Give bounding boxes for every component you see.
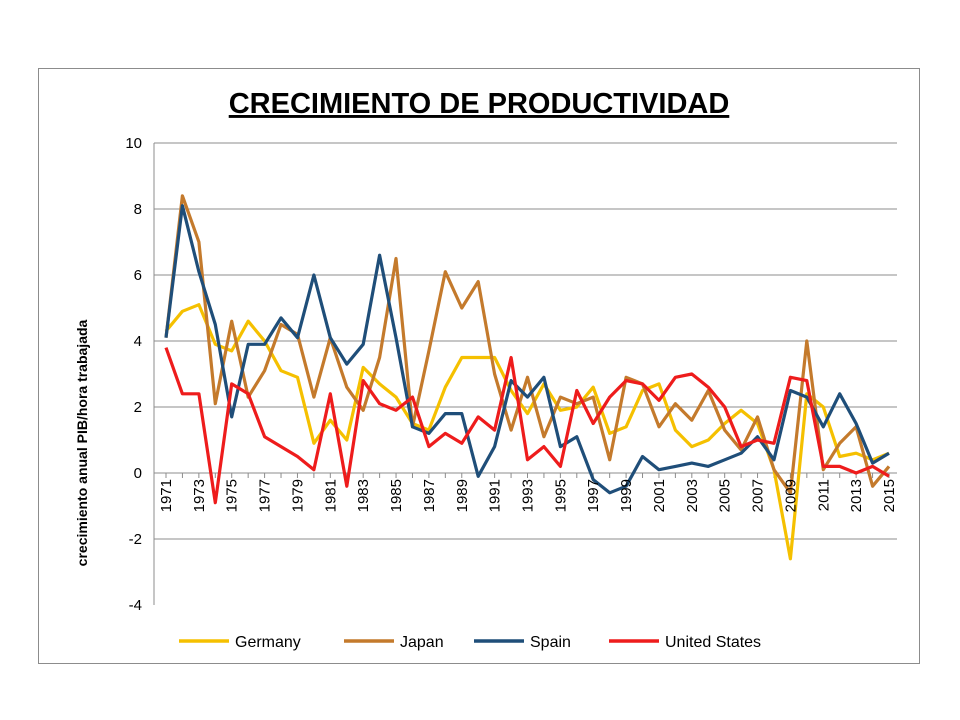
- series-lines: [164, 194, 891, 561]
- x-tick-label: 1985: [388, 479, 405, 512]
- x-tick-label: 1997: [585, 479, 602, 512]
- legend-label-united-states: United States: [665, 634, 761, 651]
- series-line-japan: [164, 194, 891, 495]
- legend: Germany Japan Spain United States: [179, 634, 761, 651]
- x-tick-label: 2007: [750, 479, 767, 512]
- x-tick-labels: 1971 1973 1975 1977 1979 1981 1983 1985 1987 1989…: [158, 479, 898, 512]
- x-tick-label: 2015: [881, 479, 898, 512]
- legend-label-germany: Germany: [235, 634, 301, 651]
- x-tick-label: 2003: [684, 479, 701, 512]
- x-tick-label: 1981: [322, 479, 339, 512]
- y-tick-label: 8: [134, 201, 142, 218]
- x-tick-label: 1991: [487, 479, 504, 512]
- x-tick-label: 1983: [355, 479, 372, 512]
- y-tick-label: 6: [134, 267, 142, 284]
- legend-label-japan: Japan: [400, 634, 444, 651]
- x-tick-label: 2009: [782, 479, 799, 512]
- x-tick-label: 1987: [421, 479, 438, 512]
- series-line-united-states: [164, 347, 890, 505]
- x-tick-label: 2011: [815, 479, 832, 511]
- y-tick-label: 4: [134, 333, 142, 350]
- line-chart: CRECIMIENTO DE PRODUCTIVIDAD 1971 1973 197…: [74, 88, 898, 651]
- x-tick-label: 1993: [520, 479, 537, 512]
- x-tick-label: 2001: [651, 479, 668, 512]
- y-tick-label: -2: [129, 531, 142, 548]
- chart-title: CRECIMIENTO DE PRODUCTIVIDAD: [229, 88, 730, 120]
- x-tick-label: 2013: [848, 479, 865, 512]
- x-tick-label: 1971: [158, 479, 175, 512]
- y-tick-label: 2: [134, 399, 142, 416]
- x-tick-label: 1999: [618, 479, 635, 512]
- x-tick-label: 1989: [454, 479, 471, 512]
- y-axis-label: crecimiento anual PIB/hora trabajada: [74, 319, 90, 566]
- x-tick-label: 1977: [257, 479, 274, 512]
- x-tick-label: 1975: [224, 479, 241, 512]
- x-tick-label: 1973: [191, 479, 208, 512]
- y-tick-label: -4: [129, 597, 142, 614]
- legend-label-spain: Spain: [530, 634, 571, 651]
- y-tick-label: 0: [134, 465, 142, 482]
- series-line-spain: [164, 204, 890, 495]
- y-tick-label: 10: [125, 135, 142, 152]
- x-tick-label: 2005: [717, 479, 734, 512]
- x-tick-label: 1979: [289, 479, 306, 512]
- chart-frame: CRECIMIENTO DE PRODUCTIVIDAD 1971 1973 197…: [38, 68, 920, 664]
- x-tick-label: 1995: [552, 479, 569, 512]
- y-tick-labels: -4 -2 0 2 4 6 8 10: [125, 135, 142, 614]
